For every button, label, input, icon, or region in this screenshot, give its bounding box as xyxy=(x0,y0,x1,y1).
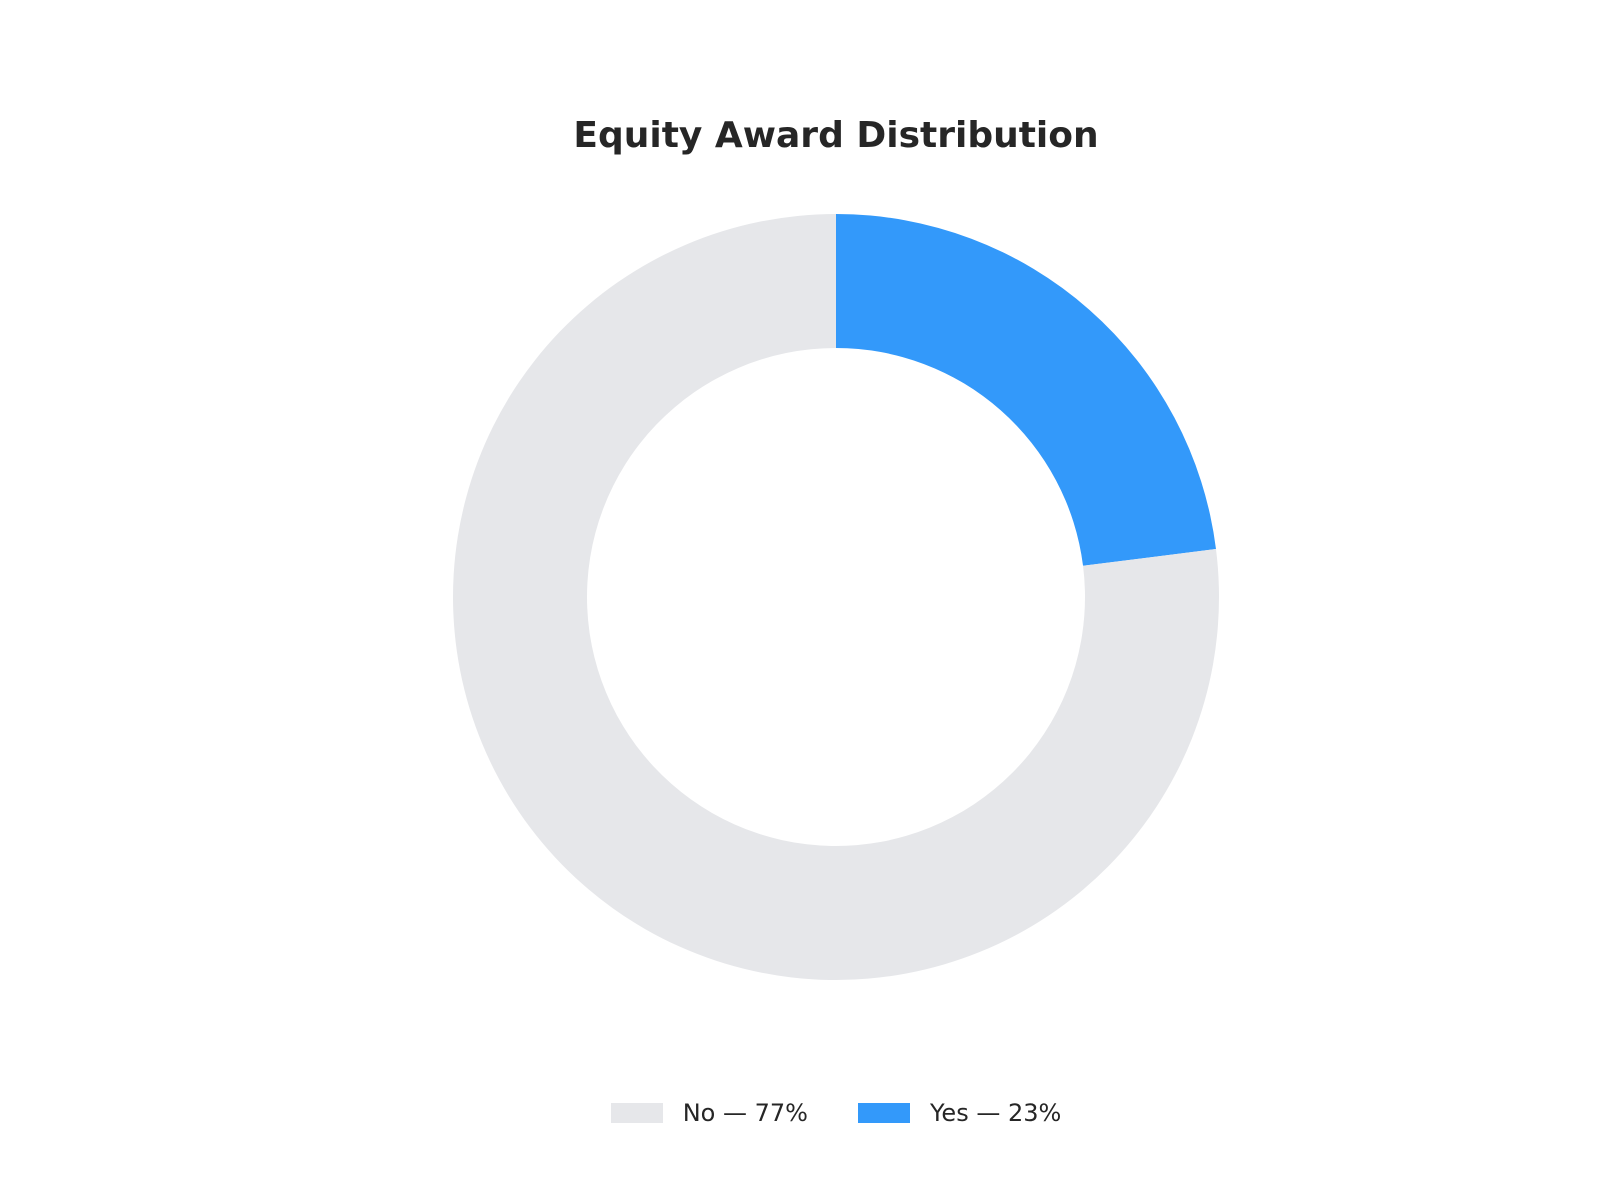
chart-legend: No — 77% Yes — 23% xyxy=(0,1096,1600,1130)
chart-title: Equity Award Distribution xyxy=(573,115,1099,156)
legend-swatch-yes xyxy=(857,1103,910,1123)
legend-swatch-no xyxy=(610,1103,663,1123)
legend-item-no[interactable]: No — 77% xyxy=(610,1099,808,1127)
slice-no[interactable] xyxy=(452,214,1219,981)
slice-yes[interactable] xyxy=(836,214,1216,566)
legend-label-no: No — 77% xyxy=(682,1099,808,1127)
legend-label-yes: Yes — 23% xyxy=(929,1099,1062,1127)
legend-item-yes[interactable]: Yes — 23% xyxy=(857,1099,1062,1127)
